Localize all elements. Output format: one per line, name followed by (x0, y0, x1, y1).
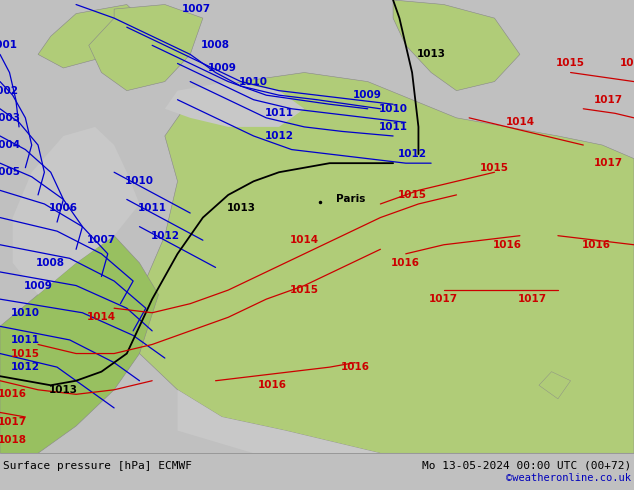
Text: 1015: 1015 (619, 58, 634, 69)
Text: 1015: 1015 (398, 190, 427, 200)
Text: 1016: 1016 (340, 362, 370, 372)
Polygon shape (539, 371, 571, 399)
Text: 1012: 1012 (264, 131, 294, 141)
Text: 1015: 1015 (11, 348, 40, 359)
Text: 1008: 1008 (201, 40, 230, 50)
Text: 1017: 1017 (594, 158, 623, 168)
Text: 1009: 1009 (353, 90, 382, 100)
Polygon shape (0, 236, 158, 453)
Text: 1017: 1017 (594, 95, 623, 105)
Text: 1002: 1002 (0, 86, 19, 96)
Text: 1003: 1003 (0, 113, 21, 123)
Text: 1009: 1009 (23, 281, 53, 291)
Text: 1016: 1016 (258, 380, 287, 390)
Text: 1016: 1016 (0, 390, 27, 399)
Text: 1016: 1016 (581, 240, 611, 250)
Text: Mo 13-05-2024 00:00 UTC (00+72): Mo 13-05-2024 00:00 UTC (00+72) (422, 461, 631, 470)
Text: 1011: 1011 (378, 122, 408, 132)
Text: 1011: 1011 (11, 335, 40, 345)
Text: 1016: 1016 (391, 258, 420, 268)
Text: 1004: 1004 (0, 140, 21, 150)
Text: 1013: 1013 (226, 203, 256, 214)
Polygon shape (38, 4, 146, 68)
Text: 1017: 1017 (518, 294, 547, 304)
Text: 1001: 1001 (0, 40, 18, 50)
Text: 1010: 1010 (239, 76, 268, 87)
Text: 1017: 1017 (0, 416, 27, 426)
Text: 1007: 1007 (182, 4, 211, 14)
Text: 1006: 1006 (49, 203, 78, 214)
Text: 1017: 1017 (429, 294, 458, 304)
Polygon shape (178, 390, 380, 453)
Text: Surface pressure [hPa] ECMWF: Surface pressure [hPa] ECMWF (3, 461, 192, 470)
Polygon shape (139, 73, 634, 453)
Text: Paris: Paris (336, 195, 365, 204)
Text: 1013: 1013 (417, 49, 446, 59)
Text: 1009: 1009 (207, 63, 236, 73)
Text: 1011: 1011 (264, 108, 294, 118)
Text: ©weatheronline.co.uk: ©weatheronline.co.uk (506, 473, 631, 483)
Text: 1005: 1005 (0, 167, 21, 177)
Text: 1014: 1014 (290, 235, 319, 245)
Polygon shape (13, 127, 139, 294)
Text: 1012: 1012 (398, 149, 427, 159)
Polygon shape (165, 82, 304, 127)
Text: 1013: 1013 (49, 385, 78, 395)
Text: 1010: 1010 (11, 308, 40, 318)
Text: 1008: 1008 (36, 258, 65, 268)
Text: 1014: 1014 (505, 118, 534, 127)
Text: 1016: 1016 (493, 240, 522, 250)
Text: 1012: 1012 (11, 362, 40, 372)
Text: 1010: 1010 (125, 176, 154, 186)
Text: 1015: 1015 (480, 163, 509, 172)
Text: 1014: 1014 (87, 312, 116, 322)
Text: 1018: 1018 (0, 435, 27, 444)
Text: 1011: 1011 (138, 203, 167, 214)
Polygon shape (393, 0, 520, 91)
Text: 1010: 1010 (378, 104, 408, 114)
Polygon shape (89, 4, 203, 91)
Text: 1015: 1015 (556, 58, 585, 69)
Text: 1007: 1007 (87, 235, 116, 245)
Text: 1012: 1012 (150, 231, 179, 241)
Text: 1015: 1015 (290, 285, 319, 295)
